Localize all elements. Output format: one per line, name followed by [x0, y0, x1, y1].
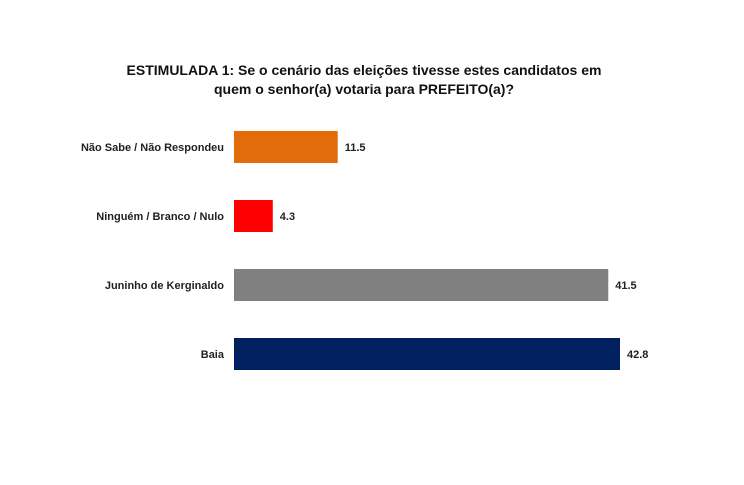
bar-4	[234, 338, 620, 370]
bar-2	[234, 200, 273, 232]
chart-title-line-2: quem o senhor(a) votaria para PREFEITO(a…	[213, 81, 515, 97]
bar-1	[234, 131, 338, 163]
chart-title-line-1: ESTIMULADA 1: Se o cenário das eleições …	[126, 62, 602, 78]
category-label-4: Baia	[201, 349, 225, 361]
value-label-2: 4.3	[280, 211, 295, 223]
value-label-1: 11.5	[345, 142, 366, 154]
category-label-3: Juninho de Kerginaldo	[105, 280, 224, 292]
bar-3	[234, 269, 609, 301]
chart-title: ESTIMULADA 1: Se o cenário das eleições …	[0, 61, 728, 99]
value-label-3: 41.5	[615, 280, 636, 292]
category-label-1: Não Sabe / Não Respondeu	[81, 142, 224, 154]
value-label-4: 42.8	[627, 349, 648, 361]
category-label-2: Ninguém / Branco / Nulo	[96, 211, 224, 223]
